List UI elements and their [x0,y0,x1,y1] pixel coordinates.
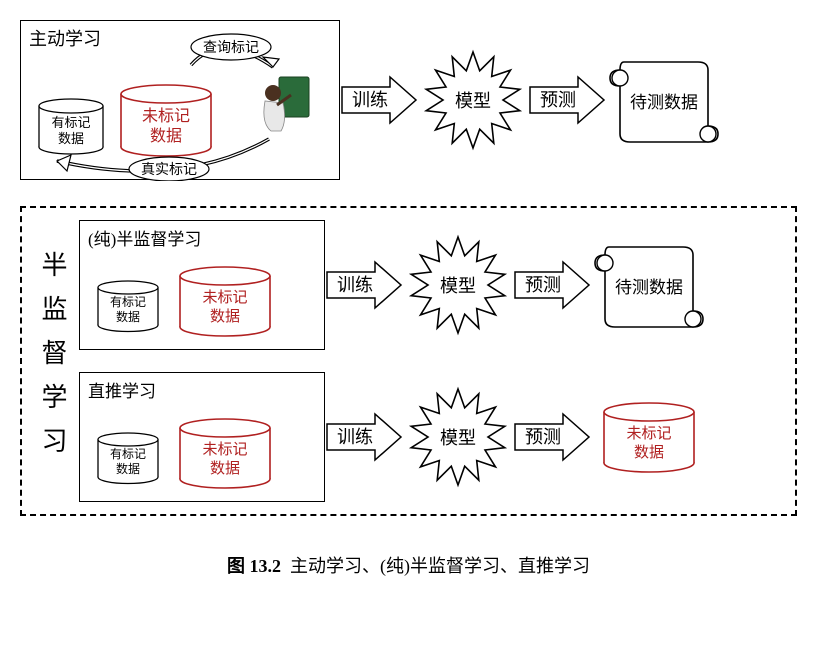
labeled-data-cyl: 有标记 数据 [39,99,103,154]
svg-text:待测数据: 待测数据 [615,278,683,297]
unlabeled-line2: 数据 [150,127,182,145]
svg-text:模型: 模型 [440,276,476,296]
svg-text:数据: 数据 [116,461,140,476]
ssl-unlabeled-cyl: 未标记 数据 [180,267,270,336]
ssl-testdata-scroll: 待测数据 [591,237,707,333]
trans-labeled-cyl: 有标记 数据 [98,433,158,484]
svg-text:数据: 数据 [634,444,664,461]
predict-arrow: 预测 [528,75,606,125]
truelabel-text: 真实标记 [141,162,197,178]
trans-model-star: 模型 [403,382,513,492]
svg-text:数据: 数据 [116,309,140,324]
query-arrow: 查询标记 [191,34,279,67]
svg-text:训练: 训练 [337,427,373,447]
svg-text:训练: 训练 [337,275,373,295]
svg-text:数据: 数据 [210,460,240,477]
figure-caption: 图 13.2 主动学习、(纯)半监督学习、直推学习 [20,552,797,578]
trans-unlabeled-cyl: 未标记 数据 [180,419,270,488]
labeled-line2: 数据 [58,131,84,146]
trans-train-arrow: 训练 [325,412,403,462]
ssl-train-arrow: 训练 [325,260,403,310]
oracle-icon [264,77,309,131]
ssl-predict-arrow: 预测 [513,260,591,310]
unlabeled-line1: 未标记 [142,107,190,125]
svg-text:训练: 训练 [352,90,388,110]
ssl-model-star: 模型 [403,230,513,340]
ssl-labeled-cyl: 有标记 数据 [98,281,158,332]
svg-text:未标记: 未标记 [202,289,247,306]
svg-text:模型: 模型 [440,428,476,448]
train-arrow: 训练 [340,75,418,125]
svg-text:有标记: 有标记 [110,447,146,461]
svg-text:未标记: 未标记 [202,441,247,458]
testdata-scroll: 待测数据 [606,52,722,148]
query-label: 查询标记 [203,40,259,56]
trans-predict-arrow: 预测 [513,412,591,462]
svg-text:模型: 模型 [455,91,491,111]
model-star: 模型 [418,45,528,155]
labeled-line1: 有标记 [51,115,90,130]
trans-output-cyl: 未标记 数据 [591,389,707,485]
svg-text:数据: 数据 [210,308,240,325]
svg-text:预测: 预测 [540,90,576,110]
ssl-vtitle: 半监督学习 [26,241,79,481]
svg-text:预测: 预测 [525,275,561,295]
svg-text:未标记: 未标记 [626,425,671,442]
svg-text:待测数据: 待测数据 [630,93,698,112]
svg-text:预测: 预测 [525,427,561,447]
unlabeled-data-cyl: 未标记 数据 [121,85,211,156]
svg-text:有标记: 有标记 [110,295,146,309]
